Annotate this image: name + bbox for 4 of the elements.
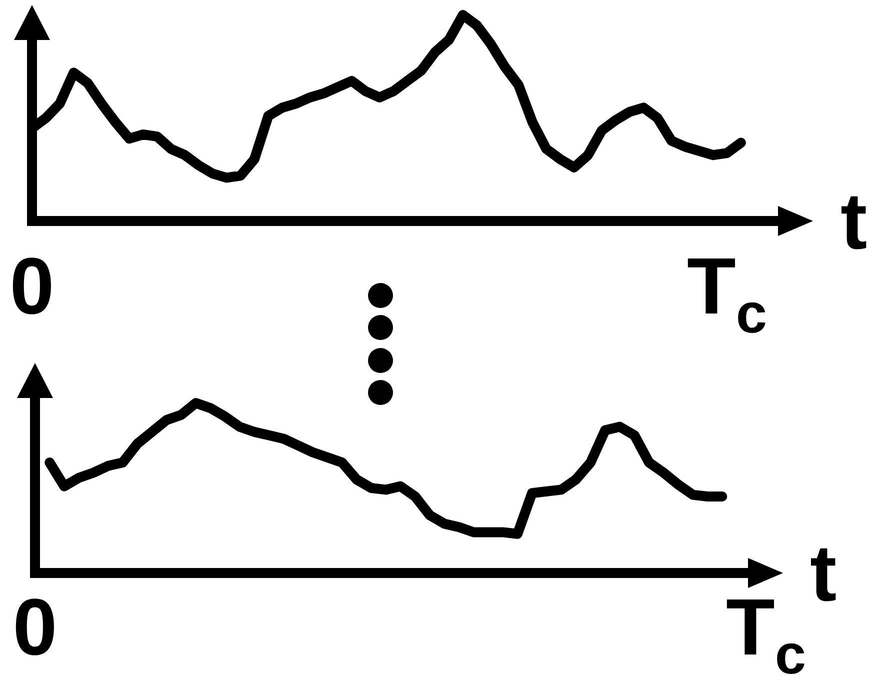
x-tick-label: 0 (10, 242, 54, 330)
x-axis-title: t (810, 528, 837, 618)
x-tick-label: 0 (12, 582, 58, 672)
x-axis-title: t (840, 176, 868, 266)
